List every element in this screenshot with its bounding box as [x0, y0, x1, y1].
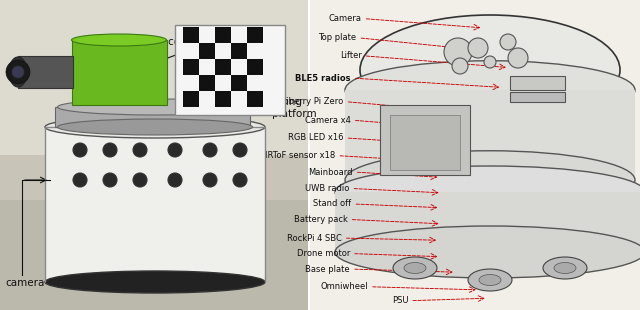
- Bar: [183, 91, 199, 107]
- Bar: [199, 91, 215, 107]
- Circle shape: [500, 34, 516, 50]
- Circle shape: [508, 48, 528, 68]
- Bar: [231, 27, 247, 43]
- Ellipse shape: [468, 269, 512, 291]
- Text: Raspberry Pi Zero: Raspberry Pi Zero: [268, 97, 344, 106]
- Ellipse shape: [479, 274, 501, 286]
- Circle shape: [203, 143, 217, 157]
- Circle shape: [6, 60, 30, 84]
- Bar: [18, 56, 73, 88]
- Bar: [247, 43, 263, 59]
- Circle shape: [133, 143, 147, 157]
- Text: Camera: Camera: [328, 14, 362, 23]
- Text: Top plate: Top plate: [318, 33, 356, 42]
- Circle shape: [103, 143, 117, 157]
- Text: Base plate: Base plate: [305, 264, 350, 274]
- Text: Mainboard: Mainboard: [308, 167, 353, 177]
- Ellipse shape: [404, 263, 426, 273]
- Ellipse shape: [335, 166, 640, 218]
- Bar: [231, 91, 247, 107]
- Ellipse shape: [543, 257, 587, 279]
- Text: Stand off: Stand off: [313, 199, 351, 209]
- Bar: [183, 27, 199, 43]
- Bar: [199, 43, 215, 59]
- Bar: [510, 76, 565, 90]
- Circle shape: [203, 173, 217, 187]
- Ellipse shape: [72, 34, 166, 46]
- Ellipse shape: [360, 15, 620, 125]
- Ellipse shape: [58, 99, 253, 115]
- Circle shape: [444, 38, 472, 66]
- Circle shape: [103, 173, 117, 187]
- Circle shape: [233, 173, 247, 187]
- Bar: [55, 107, 250, 127]
- Bar: [72, 40, 167, 105]
- Text: Drone motor: Drone motor: [297, 249, 350, 258]
- Text: lifting
platform: lifting platform: [272, 97, 317, 119]
- Circle shape: [168, 173, 182, 187]
- Circle shape: [168, 143, 182, 157]
- Bar: [183, 59, 199, 75]
- Text: RGB LED x16: RGB LED x16: [288, 133, 344, 143]
- Bar: [45, 127, 265, 282]
- Text: Battery pack: Battery pack: [294, 215, 348, 224]
- Circle shape: [12, 66, 24, 78]
- Ellipse shape: [335, 226, 640, 278]
- Bar: [199, 75, 215, 91]
- Text: Omniwheel: Omniwheel: [321, 282, 368, 291]
- Bar: [215, 91, 231, 107]
- Ellipse shape: [58, 119, 253, 135]
- Ellipse shape: [393, 257, 437, 279]
- Ellipse shape: [345, 61, 635, 119]
- Text: IRToF sensor x18: IRToF sensor x18: [265, 151, 335, 160]
- Text: Camera x4: Camera x4: [305, 116, 351, 125]
- Text: PSU: PSU: [392, 296, 408, 305]
- Bar: [0, 0, 308, 155]
- Bar: [0, 0, 308, 310]
- Text: Lifter: Lifter: [340, 51, 362, 60]
- Bar: [247, 27, 263, 43]
- Bar: [510, 92, 565, 102]
- Bar: [183, 43, 199, 59]
- Bar: [310, 0, 640, 310]
- Circle shape: [133, 173, 147, 187]
- Circle shape: [233, 143, 247, 157]
- Ellipse shape: [45, 116, 265, 138]
- Bar: [215, 27, 231, 43]
- Bar: [175, 25, 285, 115]
- Text: connection base: connection base: [134, 37, 253, 71]
- Circle shape: [73, 143, 87, 157]
- Bar: [247, 59, 263, 75]
- Bar: [0, 200, 308, 310]
- Bar: [215, 43, 231, 59]
- Bar: [231, 43, 247, 59]
- Text: BLE5 radios: BLE5 radios: [295, 73, 351, 83]
- Circle shape: [452, 58, 468, 74]
- Circle shape: [484, 56, 496, 68]
- Ellipse shape: [45, 271, 265, 293]
- Bar: [335, 192, 640, 252]
- Bar: [183, 75, 199, 91]
- Text: UWB radio: UWB radio: [305, 184, 349, 193]
- Ellipse shape: [345, 151, 635, 209]
- Bar: [199, 27, 215, 43]
- Bar: [231, 75, 247, 91]
- Bar: [199, 59, 215, 75]
- Ellipse shape: [554, 263, 576, 273]
- Circle shape: [73, 173, 87, 187]
- Bar: [247, 91, 263, 107]
- Bar: [231, 59, 247, 75]
- Text: RockPi 4 SBC: RockPi 4 SBC: [287, 233, 342, 243]
- Bar: [380, 105, 470, 175]
- Bar: [390, 115, 460, 170]
- Bar: [215, 75, 231, 91]
- Circle shape: [468, 38, 488, 58]
- Bar: [247, 75, 263, 91]
- Text: camera: camera: [5, 278, 44, 288]
- Bar: [215, 59, 231, 75]
- Bar: [345, 90, 635, 180]
- Ellipse shape: [9, 57, 27, 87]
